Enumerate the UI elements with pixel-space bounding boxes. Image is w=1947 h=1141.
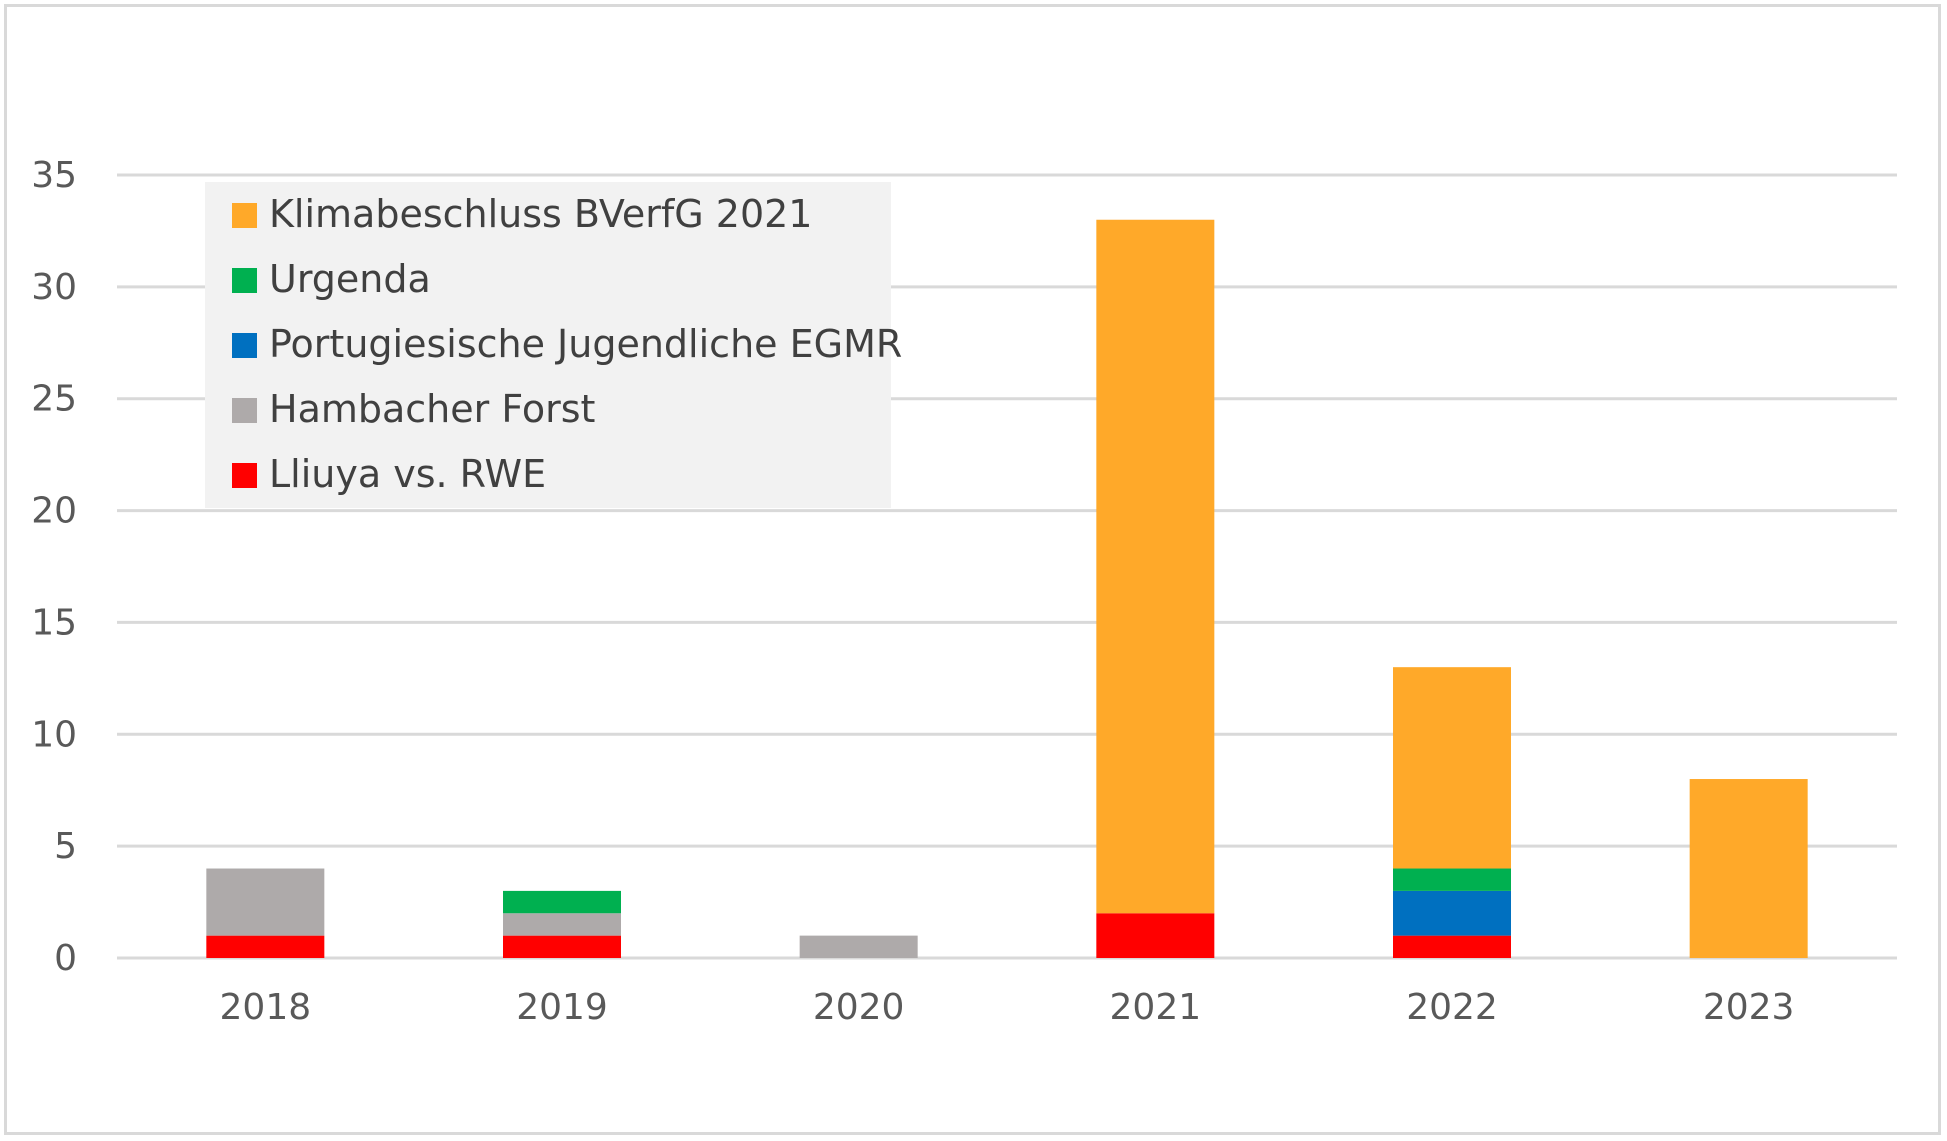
y-tick-label: 35: [31, 155, 77, 196]
y-tick-label: 0: [54, 938, 77, 979]
x-tick-label: 2020: [813, 987, 905, 1028]
y-tick-label: 20: [31, 491, 77, 532]
bar-2018-segment-0: [206, 935, 325, 958]
bar-2023-segment-4: [1689, 779, 1808, 958]
bar-2021-segment-0: [1096, 913, 1215, 958]
x-tick-label: 2021: [1110, 987, 1202, 1028]
y-tick-label: 5: [54, 826, 77, 867]
x-tick-label: 2018: [220, 987, 312, 1028]
x-tick-label: 2022: [1406, 987, 1498, 1028]
legend-swatch: [232, 398, 257, 423]
x-axis-ticks: 2018 2019 2020 2021 2022 2023: [220, 987, 1795, 1028]
legend-swatch: [232, 463, 257, 488]
legend-label: Hambacher Forst: [269, 387, 595, 431]
bar-2022-segment-4: [1393, 667, 1511, 869]
bar-2018-segment-1: [206, 868, 325, 936]
bar-2019-segment-1: [503, 913, 621, 936]
legend-label: Portugiesische Jugendliche EGMR: [269, 322, 902, 366]
bar-2020-segment-1: [799, 935, 918, 958]
legend: Klimabeschluss BVerfG 2021 Urgenda Portugi…: [205, 182, 902, 508]
legend-swatch: [232, 268, 257, 293]
x-tick-label: 2019: [516, 987, 608, 1028]
legend-label: Urgenda: [269, 257, 431, 301]
bars: [206, 219, 1808, 958]
y-tick-label: 10: [31, 714, 77, 755]
bar-2022-segment-2: [1393, 890, 1511, 936]
x-tick-label: 2023: [1703, 987, 1795, 1028]
y-tick-label: 30: [31, 267, 77, 308]
y-axis-ticks: 0 5 10 15 20 25 30 35: [31, 155, 77, 979]
bar-2022-segment-0: [1393, 935, 1511, 958]
bar-2019-segment-3: [503, 890, 621, 914]
bar-2019-segment-0: [503, 935, 621, 958]
y-tick-label: 15: [31, 602, 77, 643]
legend-label: Lliuya vs. RWE: [269, 452, 546, 496]
legend-box: [205, 182, 891, 508]
legend-swatch: [232, 333, 257, 358]
legend-label: Klimabeschluss BVerfG 2021: [269, 192, 813, 236]
bar-2022-segment-3: [1393, 868, 1511, 891]
legend-swatch: [232, 203, 257, 228]
chart-frame: 0 5 10 15 20 25 30 35 2018 2019 2020 2021 2022 2023 …: [4, 4, 1941, 1135]
y-tick-label: 25: [31, 379, 77, 420]
bar-2021-segment-4: [1096, 219, 1215, 914]
